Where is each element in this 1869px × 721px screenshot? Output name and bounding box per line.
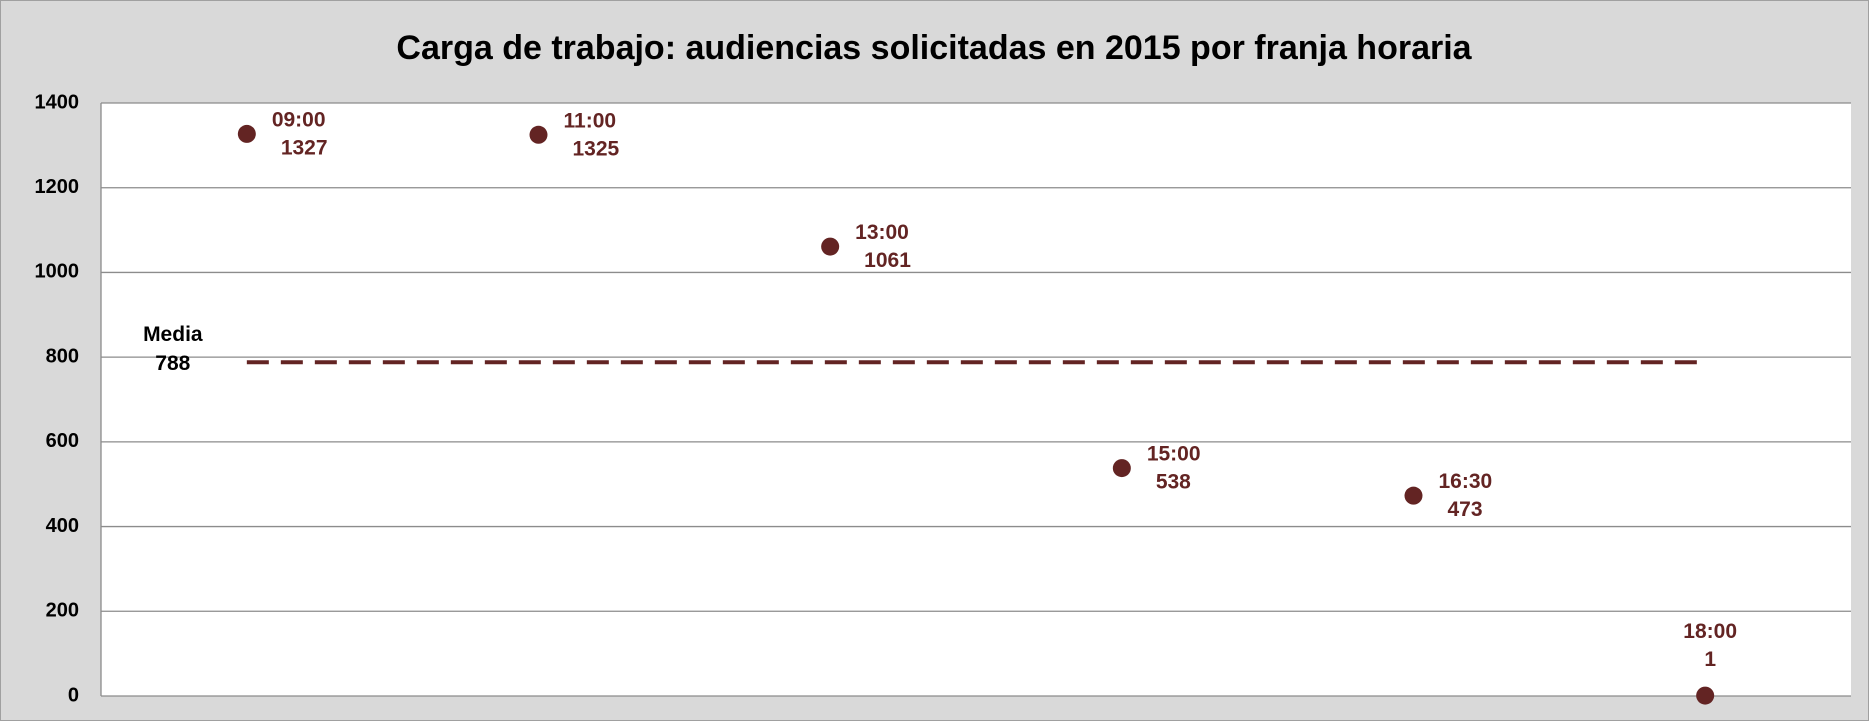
y-tick-label: 1400 [35, 91, 80, 113]
point-category-label: 16:30 [1439, 470, 1493, 493]
y-tick-label: 0 [68, 684, 79, 706]
y-tick-label: 200 [46, 600, 79, 622]
point-value-label: 538 [1156, 471, 1191, 494]
point-value-label: 1061 [864, 249, 911, 272]
point [237, 124, 256, 143]
mean-label: Media [143, 323, 203, 346]
y-tick-label: 1000 [35, 261, 80, 283]
point [529, 125, 548, 144]
point [1404, 486, 1423, 505]
point [821, 237, 840, 256]
point-value-label: 1 [1704, 648, 1716, 671]
y-tick-label: 1200 [35, 176, 80, 198]
point [1696, 686, 1715, 705]
point-value-label: 1325 [573, 137, 620, 160]
point-category-label: 13:00 [855, 221, 909, 244]
point-value-label: 473 [1448, 498, 1483, 521]
point [1112, 459, 1131, 478]
point-category-label: 18:00 [1683, 620, 1737, 643]
y-tick-label: 600 [46, 430, 79, 452]
point-category-label: 09:00 [272, 108, 326, 131]
point-category-label: 11:00 [564, 109, 617, 132]
y-tick-label: 400 [46, 515, 79, 537]
point-category-label: 15:00 [1147, 443, 1201, 466]
y-tick-label: 800 [46, 345, 79, 367]
chart-title: Carga de trabajo: audiencias solicitadas… [396, 29, 1472, 67]
mean-value: 788 [155, 352, 190, 375]
point-value-label: 1327 [281, 136, 328, 159]
plot-area [101, 103, 1851, 696]
